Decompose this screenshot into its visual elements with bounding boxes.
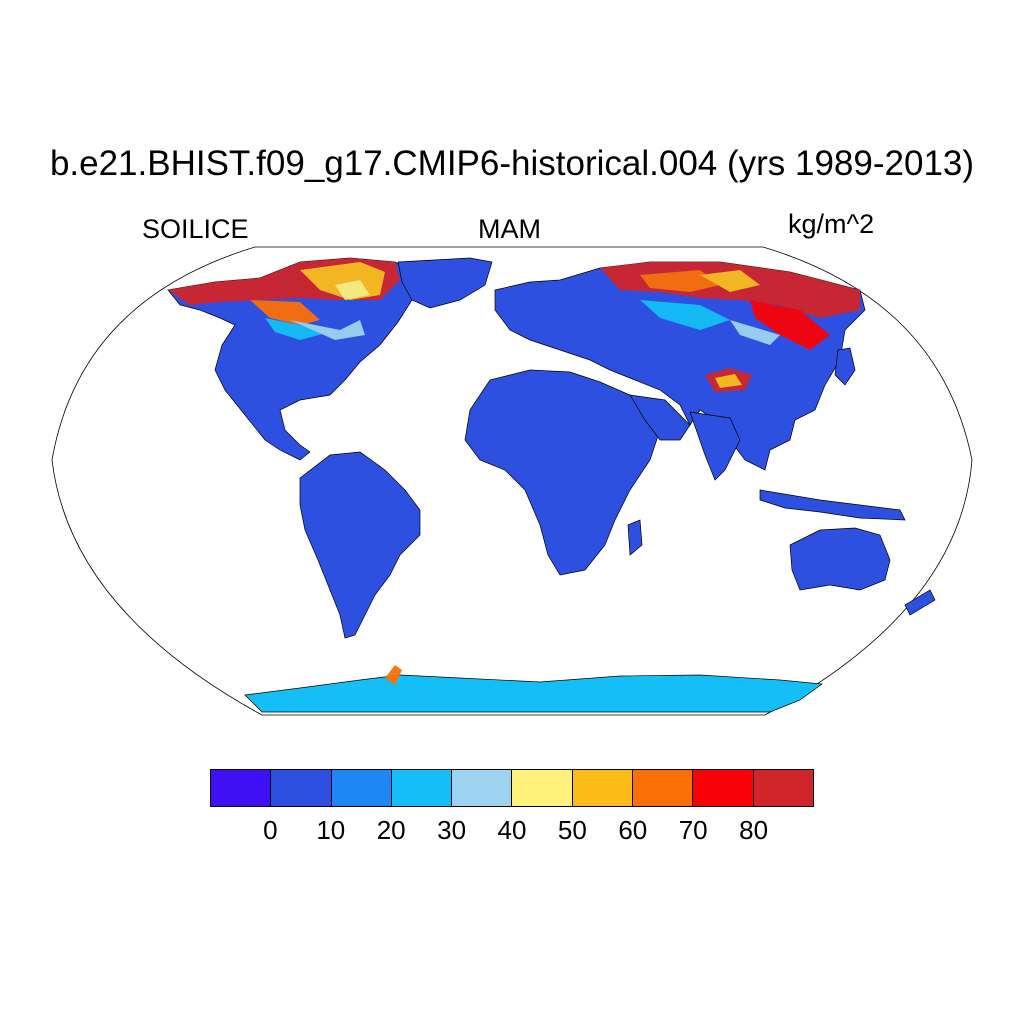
season-label: MAM: [478, 214, 541, 244]
colorbar-tick-label: 40: [497, 815, 527, 845]
canada-patch-sky: [290, 320, 365, 340]
canada-patch-cyan: [265, 318, 330, 340]
colorbar-box: [512, 770, 573, 806]
greenland: [397, 257, 493, 309]
colorbar-box: [271, 770, 332, 806]
colorbar-tick-label: 50: [557, 815, 587, 845]
antarctic-peninsula-patch: [385, 665, 402, 685]
new-zealand: [904, 589, 936, 616]
madagascar: [627, 519, 643, 556]
canada-patch-light: [335, 280, 370, 300]
tibet-patch-orange: [715, 374, 742, 388]
africa: [464, 369, 661, 576]
colorbar: [210, 769, 814, 807]
colorbar-box: [331, 770, 392, 806]
units-label: kg/m^2: [788, 209, 875, 239]
colorbar-tick-label: 0: [263, 815, 278, 845]
colorbar-tick-label: 60: [618, 815, 648, 845]
colorbar-box: [753, 770, 813, 806]
colorbar-box: [693, 770, 754, 806]
siberia-patch-orange: [640, 270, 720, 292]
south-america: [299, 451, 421, 639]
antarctica: [244, 674, 823, 713]
arabia: [629, 394, 691, 441]
colorbar-box: [211, 770, 272, 806]
siberia-patch-sky: [730, 320, 780, 345]
canada-patch-orange: [250, 300, 320, 325]
colorbar-box: [572, 770, 634, 806]
colorbar-box: [391, 770, 453, 806]
indonesia: [759, 489, 906, 521]
japan: [834, 347, 856, 386]
soil-ice-patches: [168, 258, 860, 685]
colorbar-tick-label: 30: [437, 815, 467, 845]
colorbar-tick-label: 80: [739, 815, 769, 845]
colorbar-tick-label: 20: [376, 815, 406, 845]
plot-title: b.e21.BHIST.f09_g17.CMIP6-historical.004…: [49, 144, 975, 183]
siberia-patch-yellow: [700, 270, 760, 292]
variable-label: SOILICE: [142, 214, 249, 244]
india: [689, 411, 741, 481]
colorbar-tick-label: 10: [316, 815, 346, 845]
colorbar-tick-label: 70: [678, 815, 708, 845]
siberia-patch-cyan: [640, 300, 730, 330]
colorbar-box: [452, 770, 513, 806]
colorbar-box: [633, 770, 694, 806]
australia: [789, 527, 891, 591]
siberia-patch-brightred: [750, 300, 830, 350]
